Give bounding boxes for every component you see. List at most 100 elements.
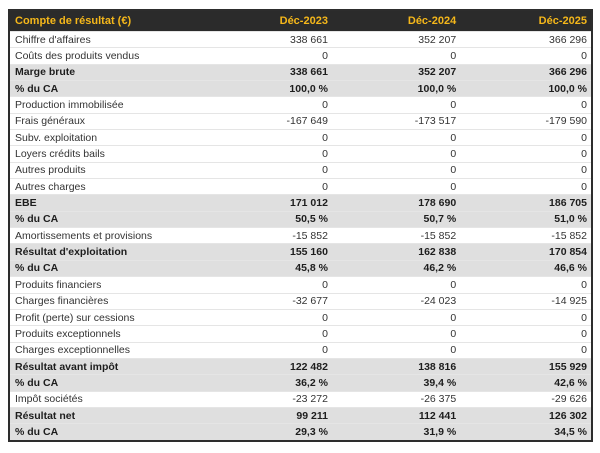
cell-value: 50,7 % <box>331 210 461 228</box>
cell-value: -23 272 <box>201 390 332 408</box>
row-label: % du CA <box>9 80 202 97</box>
cell-value: 0 <box>460 161 592 179</box>
table-row: Coûts des produits vendus 0 0 0 <box>9 47 592 65</box>
cell-value: 138 816 <box>331 357 461 375</box>
cell-value: 186 705 <box>460 194 592 212</box>
cell-value: -14 925 <box>460 292 592 310</box>
table-row: Résultat net 99 211 112 441 126 302 <box>9 406 592 424</box>
table-row: Marge brute 338 661 352 207 366 296 <box>9 63 592 81</box>
cell-value: 51,0 % <box>460 210 592 228</box>
cell-value: 162 838 <box>331 243 461 261</box>
table-row: Produits exceptionnels 0 0 0 <box>9 325 592 343</box>
table-row: Charges exceptionnelles 0 0 0 <box>9 341 592 359</box>
row-label: Charges exceptionnelles <box>9 341 202 359</box>
cell-value: 36,2 % <box>201 374 332 392</box>
cell-value: 0 <box>460 96 592 114</box>
row-label: Autres produits <box>9 161 202 179</box>
cell-value: 0 <box>331 145 461 163</box>
cell-value: 352 207 <box>331 63 461 81</box>
row-label: Impôt sociétés <box>9 390 202 408</box>
cell-value: 0 <box>331 341 461 359</box>
table-row: % du CA 50,5 % 50,7 % 51,0 % <box>9 210 592 228</box>
column-header-dec-2023: Déc-2023 <box>201 10 332 32</box>
row-label: EBE <box>9 194 202 212</box>
table-row: Frais généraux -167 649 -173 517 -179 590 <box>9 112 592 130</box>
cell-value: 112 441 <box>331 406 461 424</box>
row-label: Frais généraux <box>9 112 202 130</box>
cell-value: 0 <box>201 308 332 326</box>
cell-value: -15 852 <box>331 227 461 244</box>
cell-value: 45,8 % <box>201 259 332 277</box>
table-row: Loyers crédits bails 0 0 0 <box>9 145 592 163</box>
cell-value: 39,4 % <box>331 374 461 392</box>
table-row: Impôt sociétés -23 272 -26 375 -29 626 <box>9 390 592 408</box>
cell-value: 0 <box>331 96 461 114</box>
cell-value: 366 296 <box>460 63 592 81</box>
table-row: Production immobilisée 0 0 0 <box>9 96 592 114</box>
cell-value: 338 661 <box>201 30 332 48</box>
cell-value: 0 <box>331 161 461 179</box>
cell-value: 0 <box>201 47 332 65</box>
row-label: Chiffre d'affaires <box>9 30 202 48</box>
income-statement-table: Compte de résultat (€) Déc-2023 Déc-2024… <box>8 9 593 442</box>
cell-value: 171 012 <box>201 194 332 212</box>
table-row: Autres charges 0 0 0 <box>9 178 592 195</box>
row-label: Subv. exploitation <box>9 129 202 146</box>
row-label: Amortissements et provisions <box>9 227 202 244</box>
cell-value: 178 690 <box>331 194 461 212</box>
table-row: Autres produits 0 0 0 <box>9 161 592 179</box>
cell-value: -15 852 <box>460 227 592 244</box>
cell-value: 0 <box>201 178 332 195</box>
row-label: Résultat net <box>9 406 202 424</box>
table-row: Résultat avant impôt 122 482 138 816 155 92… <box>9 357 592 375</box>
cell-value: 155 160 <box>201 243 332 261</box>
row-label: Coûts des produits vendus <box>9 47 202 65</box>
cell-value: 0 <box>460 178 592 195</box>
table-row: Résultat d'exploitation 155 160 162 838 170… <box>9 243 592 261</box>
cell-value: -173 517 <box>331 112 461 130</box>
cell-value: -29 626 <box>460 390 592 408</box>
table-row: % du CA 36,2 % 39,4 % 42,6 % <box>9 374 592 392</box>
cell-value: 0 <box>331 129 461 146</box>
table-body: Chiffre d'affaires 338 661 352 207 366 296 C… <box>9 30 592 441</box>
cell-value: -167 649 <box>201 112 332 130</box>
cell-value: 100,0 % <box>460 80 592 97</box>
cell-value: 0 <box>331 325 461 343</box>
table-row: Chiffre d'affaires 338 661 352 207 366 296 <box>9 30 592 48</box>
cell-value: 352 207 <box>331 30 461 48</box>
cell-value: 0 <box>460 129 592 146</box>
cell-value: -179 590 <box>460 112 592 130</box>
cell-value: 0 <box>460 276 592 293</box>
cell-value: 0 <box>460 47 592 65</box>
cell-value: 126 302 <box>460 406 592 424</box>
cell-value: 46,2 % <box>331 259 461 277</box>
cell-value: 122 482 <box>201 357 332 375</box>
cell-value: 170 854 <box>460 243 592 261</box>
column-header-dec-2024: Déc-2024 <box>331 10 461 32</box>
table-row: EBE 171 012 178 690 186 705 <box>9 194 592 212</box>
cell-value: -26 375 <box>331 390 461 408</box>
table-row: Produits financiers 0 0 0 <box>9 276 592 293</box>
table-row: Charges financières -32 677 -24 023 -14 925 <box>9 292 592 310</box>
table-row: Subv. exploitation 0 0 0 <box>9 129 592 146</box>
cell-value: 338 661 <box>201 63 332 81</box>
row-label: Résultat d'exploitation <box>9 243 202 261</box>
cell-value: -15 852 <box>201 227 332 244</box>
cell-value: 0 <box>331 276 461 293</box>
table-row: Profit (perte) sur cessions 0 0 0 <box>9 308 592 326</box>
cell-value: 0 <box>201 341 332 359</box>
cell-value: 100,0 % <box>331 80 461 97</box>
cell-value: 46,6 % <box>460 259 592 277</box>
header-row: Compte de résultat (€) Déc-2023 Déc-2024… <box>9 10 592 32</box>
cell-value: 0 <box>201 161 332 179</box>
row-label: Produits exceptionnels <box>9 325 202 343</box>
row-label: % du CA <box>9 374 202 392</box>
cell-value: 366 296 <box>460 30 592 48</box>
cell-value: 42,6 % <box>460 374 592 392</box>
cell-value: 50,5 % <box>201 210 332 228</box>
cell-value: -24 023 <box>331 292 461 310</box>
cell-value: 0 <box>460 325 592 343</box>
row-label: % du CA <box>9 423 202 441</box>
cell-value: 0 <box>201 325 332 343</box>
